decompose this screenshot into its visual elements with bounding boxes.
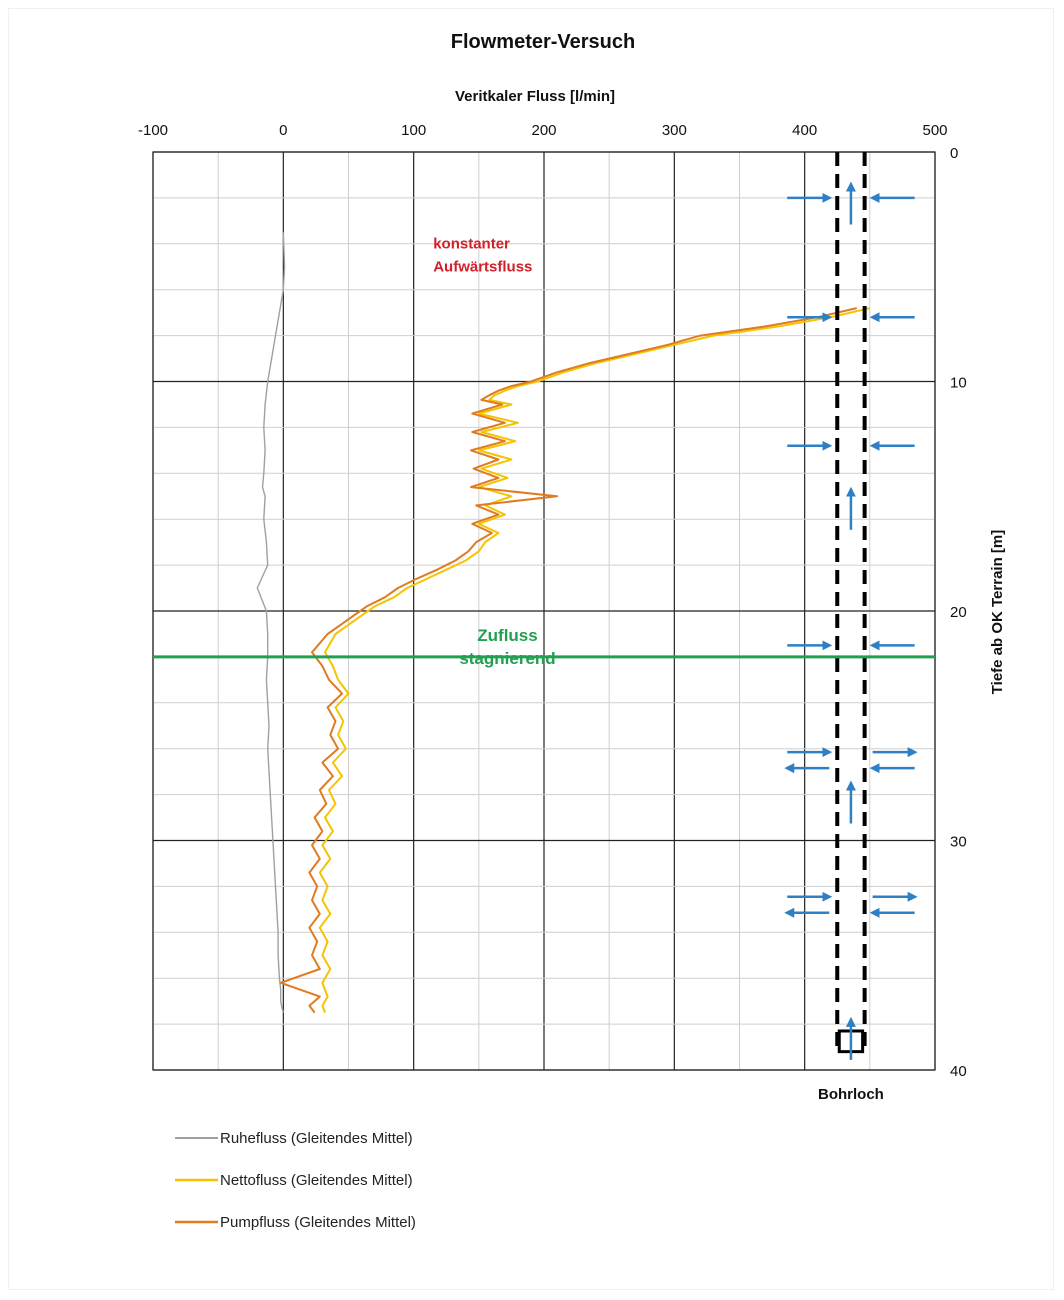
x-tick-label: 300 — [662, 122, 687, 139]
y-tick-label: 30 — [950, 834, 967, 851]
legend-label-1: Ruhefluss (Gleitendes Mittel) — [220, 1130, 413, 1147]
y-tick-label: 20 — [950, 604, 967, 621]
annotation-text: konstanter — [433, 235, 510, 252]
x-tick-label: 400 — [792, 122, 817, 139]
series-line-3 — [279, 307, 858, 1014]
x-tick-label: 200 — [531, 122, 556, 139]
borehole-diagram: Bohrloch — [784, 152, 918, 1103]
annotations: konstanter Aufwärtsfluss Zufluss stagnieren… — [153, 235, 935, 668]
y-tick-label: 10 — [950, 375, 967, 392]
legend-label-3: Pumpfluss (Gleitendes Mittel) — [220, 1214, 416, 1231]
x-tick-label: 500 — [922, 122, 947, 139]
annotation-text: stagnierend — [459, 649, 555, 668]
plot-area-border — [152, 151, 936, 1071]
y-tick-label: 0 — [950, 145, 958, 162]
annotation-text: Aufwärtsfluss — [433, 258, 532, 275]
series-line-2 — [318, 307, 871, 1013]
x-tick-label: 0 — [279, 122, 287, 139]
legend: Ruhefluss (Gleitendes Mittel) Nettofluss … — [175, 1130, 416, 1231]
series-lines — [256, 232, 871, 1014]
annotation-text: Zufluss — [477, 626, 537, 645]
x-axis-label: Veritkaler Fluss [l/min] — [455, 88, 615, 105]
grid — [152, 151, 936, 1071]
legend-label-2: Nettofluss (Gleitendes Mittel) — [220, 1172, 413, 1189]
series-line-1 — [256, 232, 286, 1013]
chart-title: Flowmeter-Versuch — [451, 31, 636, 53]
x-tick-label: 100 — [401, 122, 426, 139]
borehole-label: Bohrloch — [818, 1086, 884, 1103]
y-tick-label: 40 — [950, 1063, 967, 1080]
y-axis-label: Tiefe ab OK Terrain [m] — [989, 530, 1006, 694]
chart-frame — [8, 8, 1054, 1290]
x-tick-label: -100 — [138, 122, 168, 139]
